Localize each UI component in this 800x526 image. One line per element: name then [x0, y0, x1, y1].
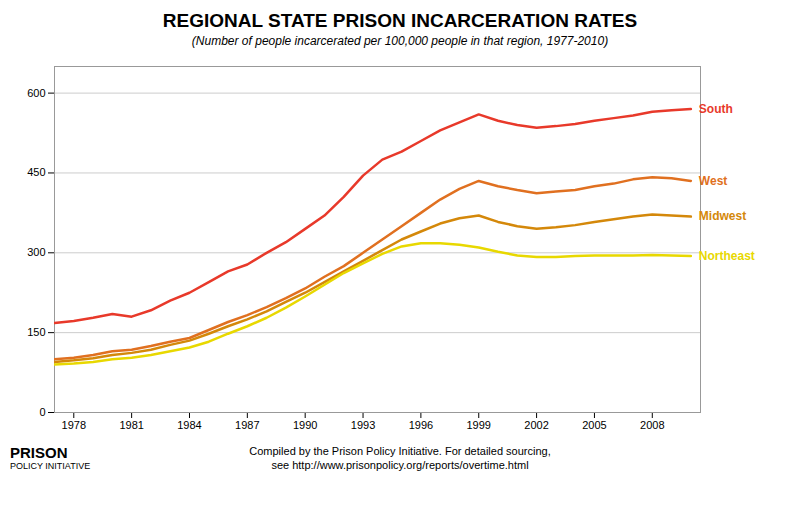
svg-text:2005: 2005: [582, 419, 606, 431]
svg-text:1999: 1999: [466, 419, 490, 431]
html-text:PRISON: PRISON: [10, 444, 68, 461]
svg-text:450: 450: [27, 166, 45, 178]
svg-text:2002: 2002: [524, 419, 548, 431]
svg-text:2008: 2008: [640, 419, 664, 431]
svg-text:West: West: [699, 174, 727, 188]
html-text:(Number of people incarcerated: (Number of people incarcerated per 100,0…: [191, 34, 609, 48]
svg-text:600: 600: [27, 87, 45, 99]
svg-text:300: 300: [27, 246, 45, 258]
html-text:see http://www.prisonpolicy.or: see http://www.prisonpolicy.org/reports/…: [271, 459, 529, 471]
svg-text:1984: 1984: [177, 419, 201, 431]
svg-text:Midwest: Midwest: [699, 209, 746, 223]
html-text:REGIONAL STATE PRISON INCARCER: REGIONAL STATE PRISON INCARCERATION RATE…: [162, 10, 638, 31]
svg-text:0: 0: [39, 406, 45, 418]
svg-text:1978: 1978: [62, 419, 86, 431]
html-text:POLICY INITIATIVE: POLICY INITIATIVE: [10, 461, 91, 471]
svg-text:150: 150: [27, 326, 45, 338]
html-text:Compiled by the Prison Policy: Compiled by the Prison Policy Initiative…: [249, 445, 551, 457]
svg-text:1990: 1990: [293, 419, 317, 431]
svg-text:1996: 1996: [409, 419, 433, 431]
svg-text:1987: 1987: [235, 419, 259, 431]
svg-text:Northeast: Northeast: [699, 249, 755, 263]
svg-text:South: South: [699, 102, 733, 116]
svg-text:1993: 1993: [351, 419, 375, 431]
svg-text:1981: 1981: [119, 419, 143, 431]
